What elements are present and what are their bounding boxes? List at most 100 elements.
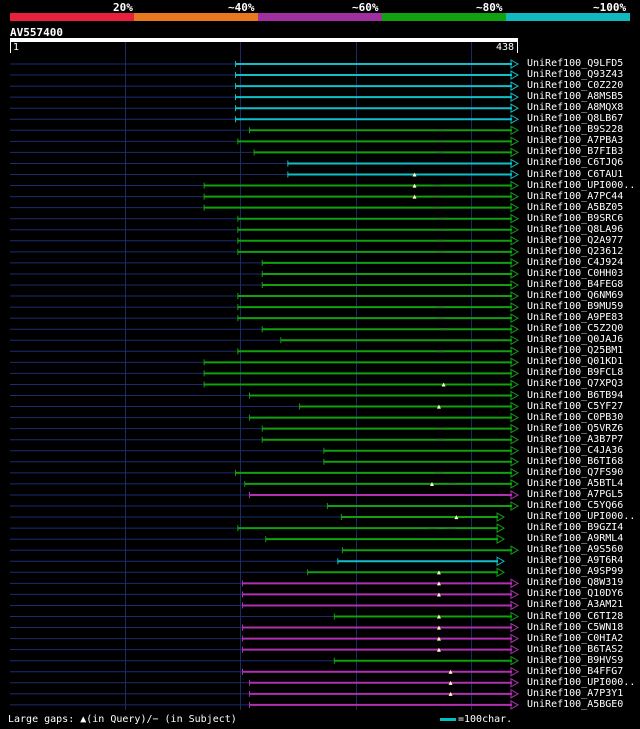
hit-label[interactable]: UniRef100_A7PGL5 (527, 488, 624, 500)
legend-seg-40 (134, 13, 258, 21)
hit-label[interactable]: UniRef100_B9S228 (527, 124, 624, 136)
query-gap-mark (448, 680, 453, 685)
hit-end-arrow (510, 401, 520, 412)
hit-label[interactable]: UniRef100_A7PBA3 (527, 135, 624, 147)
hit-label[interactable]: UniRef100_Q8W319 (527, 577, 624, 589)
hit-end-arrow (510, 490, 520, 500)
hit-label[interactable]: UniRef100_A3B7P7 (527, 433, 624, 445)
hit-label[interactable]: UniRef100_B6TAS2 (527, 643, 624, 655)
hit-label[interactable]: UniRef100_C0PB30 (527, 411, 624, 423)
hit-label[interactable]: UniRef100_UPI000.. (527, 511, 636, 523)
hit-label[interactable]: UniRef100_A9S560 (527, 544, 624, 556)
hit-end-arrow (510, 81, 520, 91)
hit-label[interactable]: UniRef100_Q93Z43 (527, 69, 624, 81)
hit-label[interactable]: UniRef100_Q01KD1 (527, 356, 624, 368)
hit-label[interactable]: UniRef100_Q25BM1 (527, 345, 624, 357)
hit-end-arrow (510, 611, 520, 622)
hit-end-arrow (510, 390, 520, 401)
hit-label[interactable]: UniRef100_A5BTL4 (527, 477, 624, 489)
hit-label[interactable]: UniRef100_C4J924 (527, 256, 624, 268)
scale-key-text: =100char. (458, 714, 513, 725)
hit-label[interactable]: UniRef100_Q6NM69 (527, 290, 624, 302)
hit-end-arrow (510, 291, 520, 301)
hit-label[interactable]: UniRef100_A9SP99 (527, 566, 624, 578)
hit-label[interactable]: UniRef100_B9FCL8 (527, 367, 624, 379)
hit-label[interactable]: UniRef100_Q10DY6 (527, 588, 624, 600)
hit-label[interactable]: UniRef100_B7FIB3 (527, 146, 624, 158)
hit-label[interactable]: UniRef100_A9PE83 (527, 312, 624, 324)
hit-label[interactable]: UniRef100_B9HVS9 (527, 654, 624, 666)
scale-key: =100char. (440, 714, 512, 725)
hit-end-arrow (510, 412, 520, 423)
hit-end-arrow (510, 379, 520, 390)
hit-label[interactable]: UniRef100_A3AM21 (527, 599, 624, 611)
hit-label[interactable]: UniRef100_A5BGE0 (527, 698, 624, 710)
hit-end-arrow (510, 688, 520, 699)
hit-label[interactable]: UniRef100_A8MSB5 (527, 91, 624, 103)
query-gap-mark (441, 382, 446, 387)
hit-label[interactable]: UniRef100_Q7XPQ3 (527, 378, 624, 390)
query-gap-mark (448, 669, 453, 674)
hit-end-arrow (496, 567, 506, 578)
hit-label[interactable]: UniRef100_C6TI28 (527, 610, 624, 622)
hit-label[interactable]: UniRef100_A7P3Y1 (527, 687, 624, 699)
hit-end-arrow (510, 445, 520, 456)
hit-label[interactable]: UniRef100_Q8LA96 (527, 223, 624, 235)
identity-legend-bar (10, 13, 630, 21)
hit-end-arrow (496, 534, 506, 545)
hit-end-arrow (510, 269, 520, 279)
legend-seg-20 (10, 13, 134, 21)
hit-label[interactable]: UniRef100_Q23612 (527, 245, 624, 257)
query-gap-mark (436, 614, 441, 619)
hit-label[interactable]: UniRef100_Q9LFD5 (527, 58, 624, 69)
hit-label[interactable]: UniRef100_B4FEG8 (527, 279, 624, 290)
hit-label[interactable]: UniRef100_C5YF27 (527, 400, 624, 412)
hit-label[interactable]: UniRef100_C6TAU1 (527, 168, 624, 180)
hit-label[interactable]: UniRef100_B4FFG7 (527, 665, 624, 677)
legend-seg-100 (506, 13, 630, 21)
hit-label[interactable]: UniRef100_C5WN18 (527, 621, 624, 633)
hit-label[interactable]: UniRef100_B9GZI4 (527, 522, 624, 534)
hit-end-arrow (510, 423, 520, 434)
hit-label[interactable]: UniRef100_B6TB94 (527, 389, 624, 401)
hit-label[interactable]: UniRef100_Q0JAJ6 (527, 334, 624, 346)
hit-label[interactable]: UniRef100_B6TI68 (527, 455, 624, 467)
hit-end-arrow (510, 302, 520, 312)
hit-label[interactable]: UniRef100_A8MQX8 (527, 102, 624, 114)
hit-label[interactable]: UniRef100_Q2A977 (527, 234, 624, 246)
scale-end: 438 (496, 42, 515, 53)
hit-end-arrow (510, 136, 520, 147)
hit-label[interactable]: UniRef100_Q8LB67 (527, 113, 624, 125)
hit-end-arrow (510, 501, 520, 511)
hit-label[interactable]: UniRef100_A7PC44 (527, 190, 624, 202)
hit-label[interactable]: UniRef100_C5Z2Q0 (527, 323, 624, 335)
query-gap-mark (436, 404, 441, 409)
legend-label-100: ~100% (593, 1, 627, 14)
hit-end-arrow (510, 434, 520, 445)
hit-label[interactable]: UniRef100_UPI000.. (527, 179, 636, 191)
hit-end-arrow (510, 313, 520, 324)
gridline (356, 42, 357, 710)
hit-end-arrow (510, 103, 520, 114)
hit-label[interactable]: UniRef100_B9MU59 (527, 301, 624, 313)
hit-label[interactable]: UniRef100_Q5VRZ6 (527, 422, 624, 434)
hit-label[interactable]: UniRef100_C0HH03 (527, 267, 624, 279)
hit-label[interactable]: UniRef100_A9T6R4 (527, 555, 624, 567)
hit-label[interactable]: UniRef100_C4JA36 (527, 444, 624, 456)
hit-label[interactable]: UniRef100_C0HIA2 (527, 632, 624, 644)
hit-label[interactable]: UniRef100_B9SRC6 (527, 212, 624, 224)
hit-end-arrow (510, 125, 520, 136)
hit-label[interactable]: UniRef100_A5BZ05 (527, 201, 624, 213)
hit-label[interactable]: UniRef100_C6TJQ6 (527, 157, 624, 169)
hit-label[interactable]: UniRef100_UPI000.. (527, 676, 636, 688)
hit-end-arrow (510, 147, 520, 158)
hit-label[interactable]: UniRef100_Q7FS90 (527, 466, 624, 478)
hit-end-arrow (510, 59, 520, 69)
hit-end-arrow (510, 169, 520, 180)
hit-end-arrow (510, 467, 520, 478)
legend-seg-80 (382, 13, 506, 21)
hit-label[interactable]: UniRef100_C0Z220 (527, 80, 624, 92)
hit-label[interactable]: UniRef100_C5YQ66 (527, 500, 624, 511)
hit-label[interactable]: UniRef100_A9RML4 (527, 533, 624, 545)
hit-end-arrow (510, 202, 520, 213)
